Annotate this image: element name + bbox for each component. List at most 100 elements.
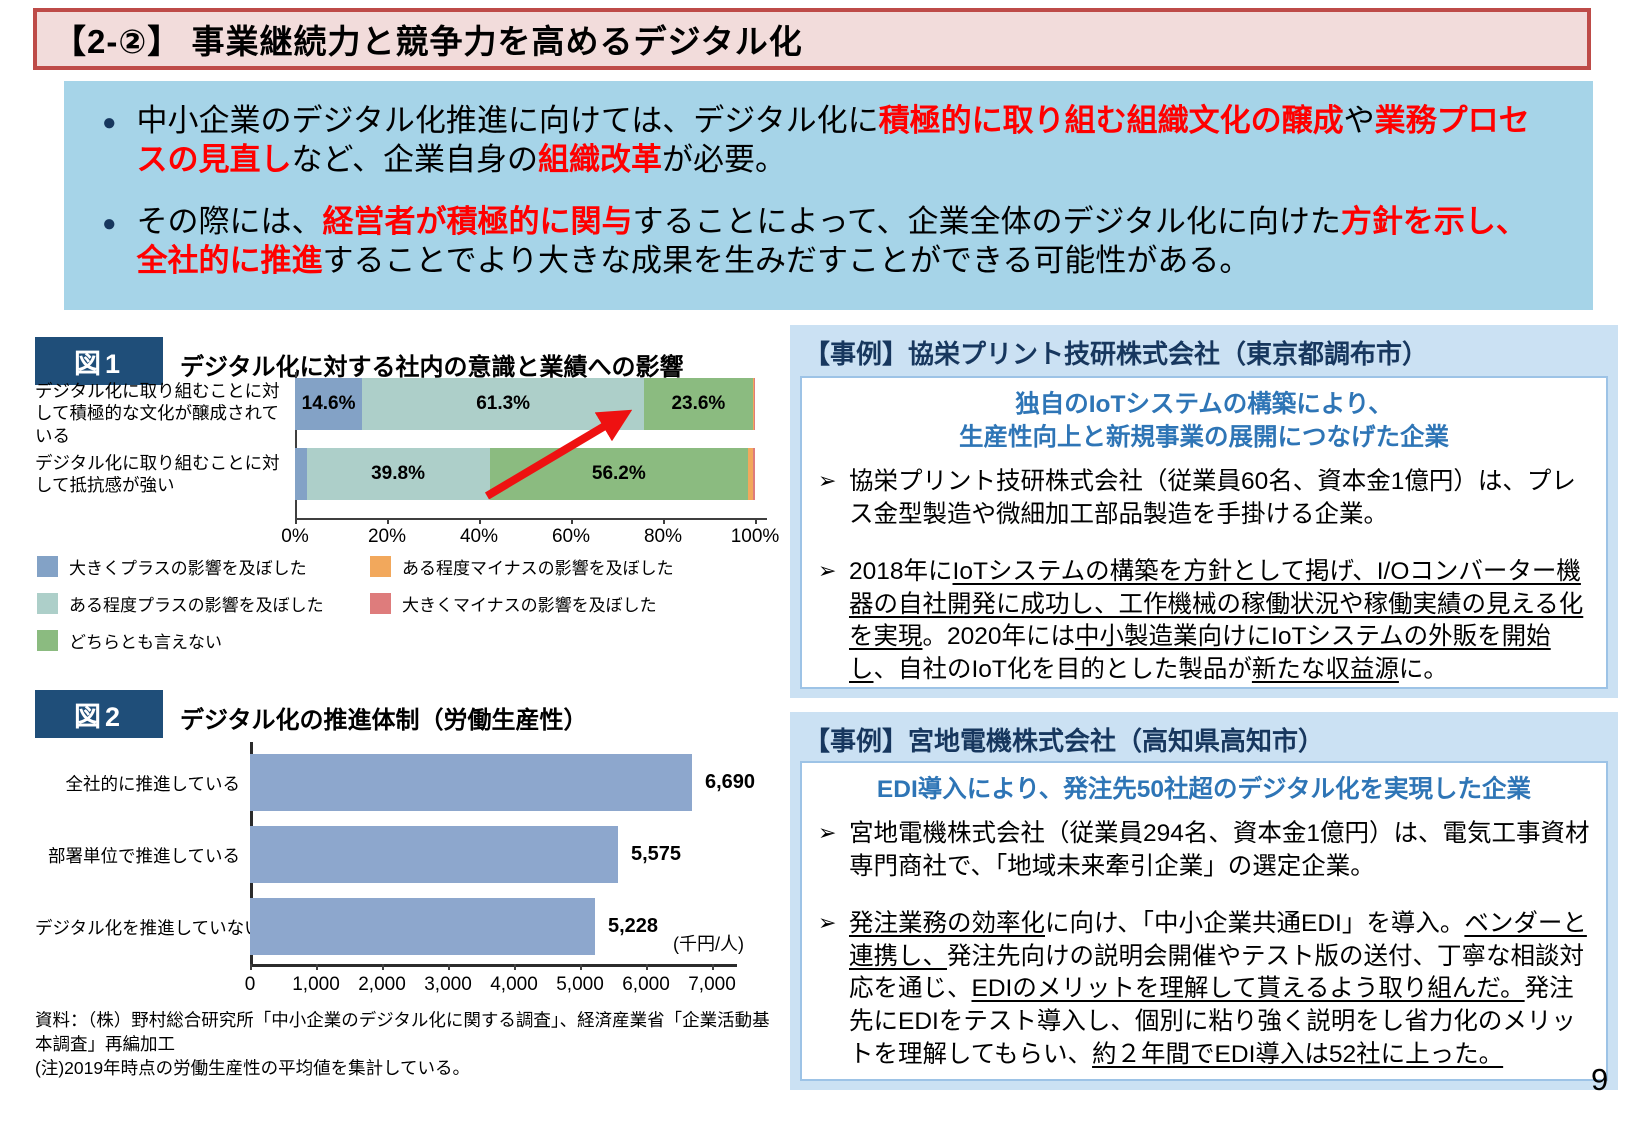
tick-label: 20% <box>367 526 407 547</box>
legend-swatch <box>370 556 391 577</box>
tick-label: 2,000 <box>358 974 406 995</box>
legend-item: 大きくプラスの影響を及ぼした <box>37 554 324 579</box>
data-label: 56.2% <box>591 463 646 484</box>
tick-mark <box>571 518 573 524</box>
legend-label: ある程度マイナスの影響を及ぼした <box>402 559 674 578</box>
bar <box>250 754 692 811</box>
bar-segment: 61.3% <box>362 378 645 430</box>
figure2-category-label: 部署単位で推進している <box>48 846 240 866</box>
tick-mark <box>448 964 450 970</box>
arrowhead-bullet-icon: ➢ <box>818 468 837 494</box>
tick-mark <box>295 518 297 524</box>
case-body: 独自のIoTシステムの構築により、 生産性向上と新規事業の展開につなげた企業 ➢… <box>800 376 1608 689</box>
text-segment: 協栄プリント技研株式会社（従業員60名、資本金1億円）は、プレス金型製造や微細加… <box>849 468 1576 528</box>
text-segment: 約２年間でEDI導入は52社に上った。 <box>1092 1040 1504 1068</box>
text-segment: など、企業自身の <box>291 142 538 178</box>
arrowhead-bullet-icon: ➢ <box>818 558 837 584</box>
bar-segment <box>752 448 755 500</box>
bullet-dot-icon: ● <box>102 209 117 237</box>
text-segment: 中小企業のデジタル化推進に向けては、デジタル化に <box>136 103 879 138</box>
text-segment: 発注先向けの説明会開催やテスト版の送付、丁寧な相談対応を通じ、 <box>849 942 1584 1003</box>
text-segment: 積極的に取り組む組織文化の醸成 <box>878 103 1344 138</box>
text-segment: 宮地電機株式会社（従業員294名、資本金1億円）は、電気工事資材専門商社で、「地… <box>849 820 1590 880</box>
figure1-title: デジタル化に対する社内の意識と業績への影響 <box>180 354 684 381</box>
figure2-title: デジタル化の推進体制（労働生産性） <box>180 707 588 734</box>
figure1-legend: 大きくプラスの影響を及ぼした ある程度プラスの影響を及ぼした どちらとも言えない あ… <box>37 554 777 654</box>
tick-label: 4,000 <box>490 974 538 995</box>
case-bullet: ➢ 宮地電機株式会社（従業員294名、資本金1億円）は、電気工事資材専門商社で、… <box>818 818 1590 883</box>
legend-label: ある程度プラスの影響を及ぼした <box>69 596 324 615</box>
case-bullet: ➢ 協栄プリント技研株式会社（従業員60名、資本金1億円）は、プレス金型製造や微… <box>818 466 1590 531</box>
tick-label: 100% <box>730 526 780 547</box>
summary-bullet: ● その際には、経営者が積極的に関与することによって、企業全体のデジタル化に向け… <box>102 202 1537 281</box>
text-segment: 。2020年には <box>922 623 1076 651</box>
figure1-plot: 14.6% 61.3% 23.6% 39.8% 56.2% <box>295 372 755 518</box>
text-segment: することでより大きな成果を生みだすことができる可能性がある。 <box>322 243 1251 279</box>
bar-segment: 23.6% <box>644 378 753 430</box>
tick-mark <box>387 518 389 524</box>
legend-label: どちらとも言えない <box>69 633 222 652</box>
text-segment: 経営者が積極的に関与 <box>322 203 633 239</box>
legend-swatch <box>37 593 58 614</box>
figure2-tag: 図2 <box>35 690 163 738</box>
legend-item: ある程度マイナスの影響を及ぼした <box>370 554 674 579</box>
tick-label: 5,000 <box>556 974 604 995</box>
case-header: 【事例】協栄プリント技研株式会社（東京都調布市） <box>804 339 1429 369</box>
summary-bullet: ● 中小企業のデジタル化推進に向けては、デジタル化に積極的に取り組む組織文化の醸… <box>102 101 1537 180</box>
case-bullet-text: 宮地電機株式会社（従業員294名、資本金1億円）は、電気工事資材専門商社で、「地… <box>849 820 1590 880</box>
summary-bullet-text: 中小企業のデジタル化推進に向けては、デジタル化に積極的に取り組む組織文化の醸成や… <box>137 101 1538 180</box>
tick-mark <box>646 964 648 970</box>
text-segment: することによって、企業全体のデジタル化に向けた <box>632 203 1341 239</box>
tick-mark <box>479 518 481 524</box>
legend-swatch <box>37 556 58 577</box>
legend-column: ある程度マイナスの影響を及ぼした大きくマイナスの影響を及ぼした <box>370 554 674 628</box>
tick-label: 3,000 <box>424 974 472 995</box>
case-body: EDI導入により、発注先50社超のデジタル化を実現した企業 ➢ 宮地電機株式会社… <box>800 761 1608 1081</box>
bar <box>250 898 595 955</box>
arrowhead-bullet-icon: ➢ <box>818 910 837 936</box>
text-segment: や <box>1343 103 1375 138</box>
tick-label: 0% <box>281 526 309 547</box>
tick-mark <box>514 964 516 970</box>
tick-label: 80% <box>643 526 683 547</box>
data-label: 5,575 <box>631 843 682 865</box>
text-segment: 新たな収益源 <box>1251 656 1399 684</box>
case-subtitle: 独自のIoTシステムの構築により、 生産性向上と新規事業の展開につなげた企業 <box>818 388 1590 454</box>
bar <box>250 826 618 883</box>
case-subtitle-line: 独自のIoTシステムの構築により、 <box>1015 391 1393 418</box>
note-line: (注)2019年時点の労働生産性の平均値を集計している。 <box>35 1058 471 1079</box>
text-segment: が必要。 <box>661 142 786 178</box>
figure1-category-label: デジタル化に取り組むことに対して積極的な文化が醸成されている <box>35 381 280 446</box>
text-segment: ベンダーと連携し、 <box>849 910 1587 970</box>
figure1-category-label: デジタル化に取り組むことに対して抵抗感が強い <box>35 453 280 496</box>
page-title: 【2-②】 事業継続力と競争力を高めるデジタル化 <box>53 23 803 60</box>
bullet-dot-icon: ● <box>102 109 117 136</box>
legend-column: 大きくプラスの影響を及ぼした ある程度プラスの影響を及ぼした どちらとも言えない <box>37 554 324 665</box>
legend-swatch <box>37 630 58 651</box>
tick-label: 60% <box>551 526 591 547</box>
text-segment: 、自社のIoT化を目的とした製品が <box>873 656 1252 684</box>
stacked-bar: 14.6% 61.3% 23.6% <box>295 378 755 430</box>
tick-label: 40% <box>459 526 499 547</box>
case-bullet-text: 2018年にIoTシステムの構築を方針として掲げ、I/Oコンバーター機器の自社開… <box>849 558 1583 683</box>
figure2-category-label: 全社的に推進している <box>65 774 240 794</box>
bar-segment: 39.8% <box>306 448 490 500</box>
page-number: 9 <box>1591 1062 1609 1097</box>
case-panel-kyoei: 【事例】協栄プリント技研株式会社（東京都調布市） 独自のIoTシステムの構築によ… <box>790 325 1618 698</box>
figure1-y-axis <box>295 372 297 518</box>
case-bullet-text: 協栄プリント技研株式会社（従業員60名、資本金1億円）は、プレス金型製造や微細加… <box>849 468 1576 528</box>
data-label: 23.6% <box>671 393 726 414</box>
legend-item: 大きくマイナスの影響を及ぼした <box>370 591 674 616</box>
stacked-bar: 39.8% 56.2% <box>295 448 755 500</box>
text-segment: 方針を示し、全社的に推進 <box>136 203 1527 279</box>
text-segment: に向け、「中小企業共通EDI」を導入。 <box>1045 910 1465 938</box>
tick-mark <box>580 964 582 970</box>
bar-segment: 56.2% <box>489 448 749 500</box>
data-label: 14.6% <box>301 393 356 414</box>
tick-label: 7,000 <box>688 974 736 995</box>
tick-mark <box>382 964 384 970</box>
slide-title-bar: 【2-②】 事業継続力と競争力を高めるデジタル化 <box>33 8 1591 70</box>
legend-label: 大きくプラスの影響を及ぼした <box>69 559 307 578</box>
tick-mark <box>316 964 318 970</box>
